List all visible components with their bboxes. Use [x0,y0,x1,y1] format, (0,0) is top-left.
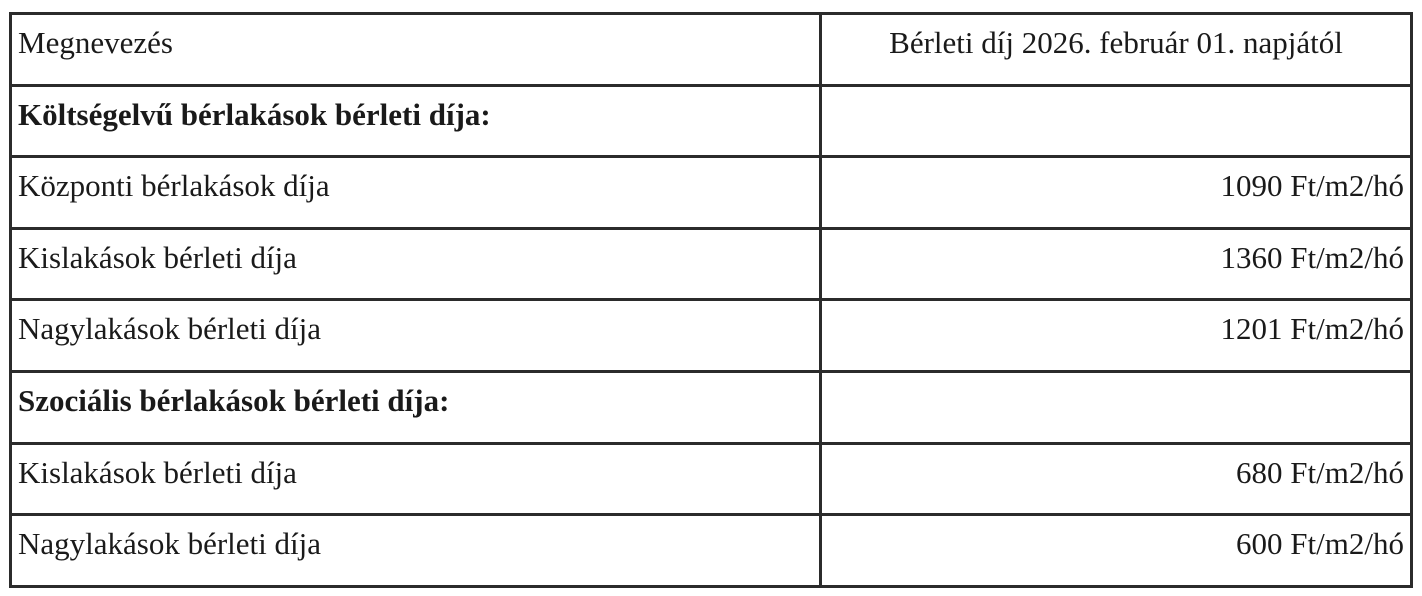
row-value: 1201 Ft/m2/hó [819,298,1413,373]
section-row: Költségelvű bérlakások bérleti díja: [9,83,1413,159]
row-label: Központi bérlakások díja [9,155,822,230]
table-row: Kislakások bérleti díja 680 Ft/m2/hó [9,441,1413,517]
row-label: Nagylakások bérleti díja [9,298,822,373]
row-label: Kislakások bérleti díja [9,226,822,302]
table-row: Nagylakások bérleti díja 1201 Ft/m2/hó [9,298,1413,373]
row-value: 600 Ft/m2/hó [819,513,1413,588]
header-name: Megnevezés [9,12,822,87]
row-label: Kislakások bérleti díja [9,441,822,517]
section-row: Szociális bérlakások bérleti díja: [9,369,1413,445]
table-header-row: Megnevezés Bérleti díj 2026. február 01.… [9,12,1413,87]
row-value [819,369,1413,445]
row-label: Nagylakások bérleti díja [9,513,822,588]
row-value: 680 Ft/m2/hó [819,441,1413,517]
row-label: Szociális bérlakások bérleti díja: [9,369,822,445]
row-value [819,83,1413,159]
row-value: 1360 Ft/m2/hó [819,226,1413,302]
row-value: 1090 Ft/m2/hó [819,155,1413,230]
row-label: Költségelvű bérlakások bérleti díja: [9,83,822,159]
table-row: Központi bérlakások díja 1090 Ft/m2/hó [9,155,1413,230]
table-row: Nagylakások bérleti díja 600 Ft/m2/hó [9,513,1413,588]
table-row: Kislakások bérleti díja 1360 Ft/m2/hó [9,226,1413,302]
header-rent: Bérleti díj 2026. február 01. napjától [819,12,1413,87]
rent-table: Megnevezés Bérleti díj 2026. február 01.… [9,12,1413,588]
